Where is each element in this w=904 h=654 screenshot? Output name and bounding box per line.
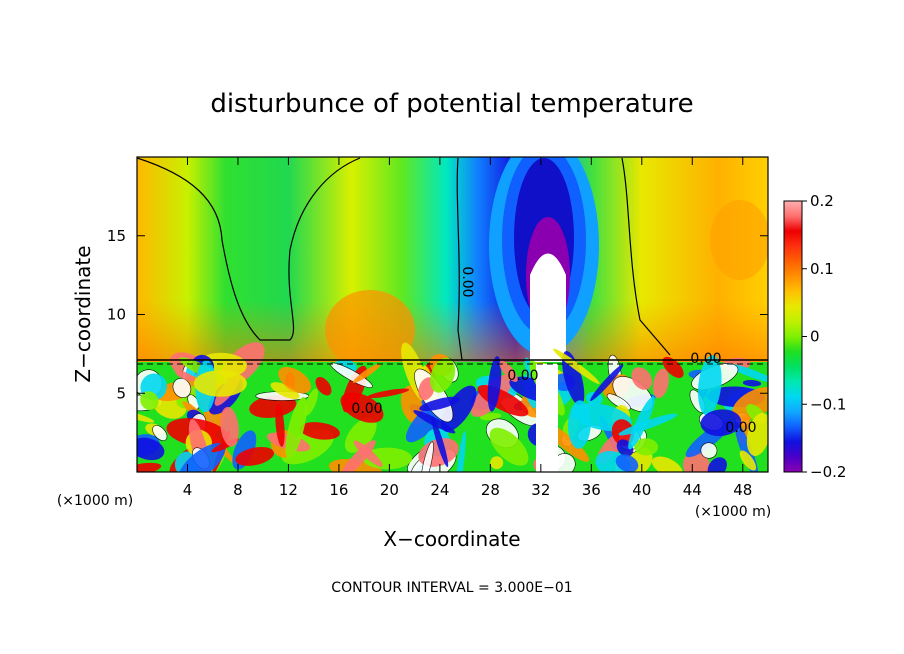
turbulence-blob — [278, 366, 312, 394]
contour-label-2: 0.00 — [690, 351, 721, 367]
x-tick-label: 20 — [380, 481, 399, 499]
x-tick-label: 16 — [329, 481, 348, 499]
turbulence-blob — [152, 425, 168, 441]
x-tick-label: 8 — [233, 481, 243, 499]
contour-label-4: 0.00 — [725, 420, 756, 436]
plot-field — [137, 157, 768, 472]
turbulence-blob — [746, 412, 768, 456]
turbulence-blob — [651, 456, 683, 472]
turbulence-blob — [420, 441, 434, 472]
turbulence-blob — [178, 443, 226, 472]
turbulence-blob — [430, 357, 456, 393]
turbulence-blob — [344, 417, 377, 453]
y-axis-ticks: 5 10 15 — [107, 227, 768, 402]
y-tick-label: 5 — [116, 384, 126, 402]
contour-label-5: 0.00 — [507, 368, 538, 384]
turbulent-layer — [137, 342, 768, 472]
warm-patch-2 — [710, 200, 768, 280]
turbulence-blob — [628, 396, 655, 450]
contour-line-2 — [456, 157, 463, 361]
x-tick-label: 24 — [430, 481, 449, 499]
turbulence-blob — [567, 400, 591, 449]
contour-label-3: 0.00 — [351, 401, 382, 417]
x-axis-ticks: 4 8 12 16 20 24 28 32 36 40 44 48 — [183, 157, 752, 499]
turbulence-blob — [235, 446, 275, 466]
turbulence-blob — [315, 376, 332, 396]
turbulence-blob — [652, 368, 669, 398]
turbulence-blob — [304, 388, 319, 416]
y-tick-label: 10 — [107, 306, 126, 324]
contour-interval-note: CONTOUR INTERVAL = 3.000E−01 — [331, 580, 572, 596]
turbulence-blob — [137, 437, 165, 461]
chart-title: disturbunce of potential temperature — [210, 89, 693, 119]
turbulence-blob — [662, 356, 684, 378]
x-axis-label: X−coordinate — [383, 527, 520, 551]
x-tick-label: 36 — [582, 481, 601, 499]
turbulence-blob — [489, 427, 529, 466]
turbulence-blob — [739, 450, 757, 471]
turbulence-blob — [634, 438, 659, 456]
turbulence-blob — [275, 403, 285, 447]
x-unit-right: (×1000 m) — [695, 504, 771, 520]
turbulence-blob — [175, 370, 196, 382]
y-axis-label: Z−coordinate — [71, 245, 95, 382]
turbulence-blob — [270, 382, 300, 400]
turbulence-blob — [562, 350, 585, 406]
colorbar-tick-label: 0 — [810, 328, 820, 346]
x-tick-label: 48 — [733, 481, 752, 499]
turbulence-blob — [172, 378, 192, 398]
turbulence-blob — [220, 406, 239, 447]
contour-line-1 — [137, 157, 361, 341]
turbulence-blob — [698, 355, 722, 416]
turbulence-blob — [615, 454, 639, 472]
contour-label-1: 0.00 — [459, 266, 475, 297]
turbulence-blob — [700, 409, 742, 437]
turbulence-blob — [631, 367, 653, 390]
turbulence-blob — [742, 379, 762, 387]
turbulence-blob — [732, 387, 768, 421]
turbulence-blob — [285, 397, 307, 459]
plume-white-lower — [536, 364, 558, 472]
turbulence-blob — [490, 456, 504, 470]
colorbar-tick-label: −0.2 — [810, 463, 846, 481]
plume-white — [530, 253, 566, 362]
turbulence-blob — [487, 356, 502, 412]
x-tick-label: 44 — [683, 481, 702, 499]
turbulence-blob — [700, 442, 718, 459]
x-tick-label: 4 — [183, 481, 193, 499]
upper-field-shade — [137, 157, 768, 362]
turbulence-blob — [299, 422, 340, 440]
turbulence-blob — [352, 363, 382, 383]
turbulence-blob — [682, 450, 711, 472]
x-tick-label: 32 — [531, 481, 550, 499]
contour-line-3 — [621, 157, 671, 356]
colorbar-tick-label: −0.1 — [810, 395, 846, 413]
turbulence-blob — [137, 462, 162, 472]
turbulence-blob — [340, 392, 384, 423]
x-tick-label: 28 — [481, 481, 500, 499]
turbulence-blob — [590, 364, 624, 402]
y-tick-label: 15 — [107, 227, 126, 245]
turbulence-blob — [367, 388, 410, 399]
colorbar — [783, 200, 803, 473]
colorbar-tick-label: 0.2 — [810, 192, 834, 210]
turbulence-blob — [419, 396, 461, 411]
turbulence-blob — [480, 412, 502, 421]
turbulence-blob — [499, 360, 518, 382]
turbulence-blob — [707, 457, 727, 472]
x-tick-label: 40 — [632, 481, 651, 499]
turbulence-blob — [456, 430, 466, 472]
colorbar-tick-label: 0.1 — [810, 260, 834, 278]
turbulence-blob — [431, 416, 449, 468]
turbulence-blob — [553, 348, 600, 384]
colorbar-ticks: 0.2 0.1 0 −0.1 −0.2 — [802, 192, 846, 481]
x-tick-label: 12 — [279, 481, 298, 499]
warm-patch-1 — [325, 290, 415, 370]
x-unit-left: (×1000 m) — [57, 493, 133, 509]
turbulence-blob — [353, 440, 383, 467]
turbulence-blob — [193, 370, 247, 397]
turbulence-blob — [140, 391, 159, 411]
